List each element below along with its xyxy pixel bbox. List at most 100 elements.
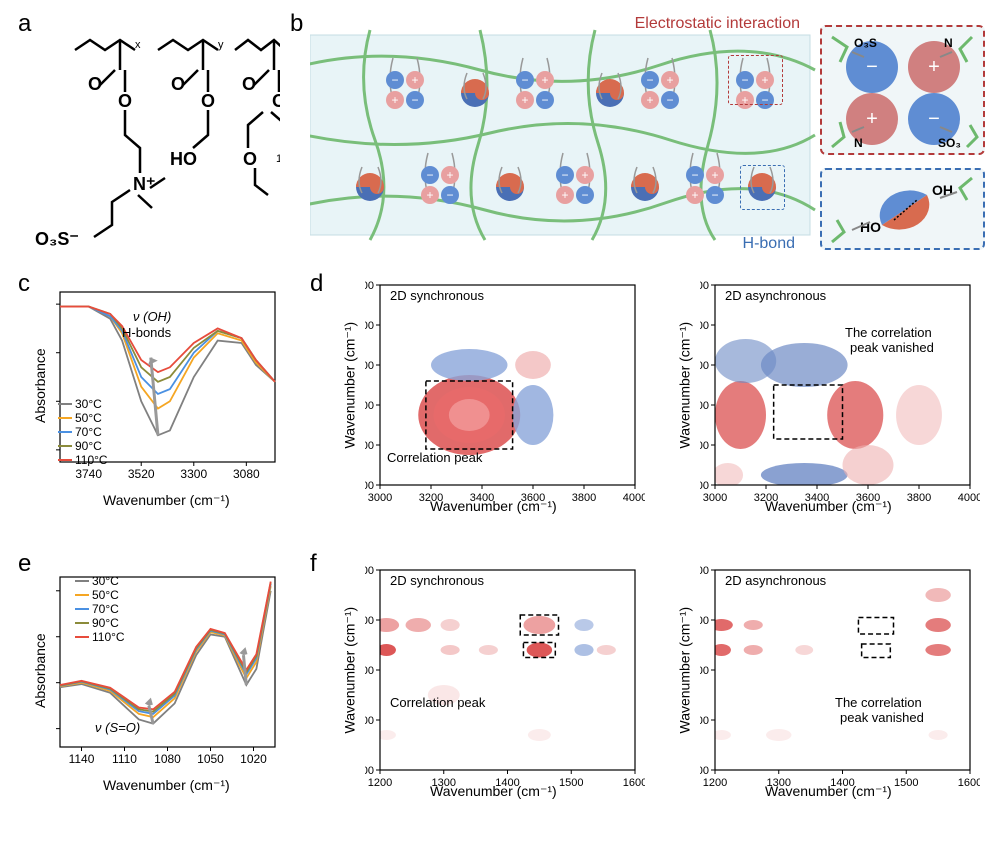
svg-text:800: 800 (365, 765, 374, 777)
f2-xlabel: Wavenumber (cm⁻¹) (765, 783, 892, 800)
e-ylabel: Absorbance (32, 628, 48, 708)
svg-text:3740: 3740 (75, 467, 102, 481)
svg-text:OH: OH (932, 182, 953, 198)
svg-text:1100: 1100 (365, 615, 374, 627)
svg-text:1080: 1080 (154, 752, 181, 766)
panel-a-chemistry: x y z O O N⁺ O₃S⁻ O O HO O O (30, 30, 280, 250)
svg-text:1200: 1200 (365, 565, 374, 577)
d2-title: 2D asynchronous (725, 288, 826, 303)
svg-text:−: − (446, 188, 453, 202)
svg-text:y: y (218, 39, 224, 51)
svg-text:4000: 4000 (623, 492, 645, 504)
heat-d1-svg: 3000320034003600380040003000320034003600… (365, 280, 645, 515)
svg-text:O: O (201, 91, 215, 111)
svg-text:+: + (446, 168, 453, 182)
svg-text:1020: 1020 (240, 752, 267, 766)
svg-text:−: − (411, 93, 418, 107)
svg-text:+: + (646, 93, 653, 107)
svg-text:−: − (521, 73, 528, 87)
svg-text:HO: HO (170, 149, 197, 169)
svg-text:1500: 1500 (559, 777, 583, 789)
d2-xlabel: Wavenumber (cm⁻¹) (765, 498, 892, 515)
svg-text:900: 900 (700, 715, 709, 727)
svg-text:−: − (391, 73, 398, 87)
svg-text:3400: 3400 (365, 400, 374, 412)
svg-text:+: + (691, 188, 698, 202)
c-xlabel: Wavenumber (cm⁻¹) (103, 492, 230, 509)
e-anno1: ν (S=O) (95, 720, 140, 735)
panel-e-chart: 114011101080105010200.70.60.50.4 Absorba… (55, 572, 280, 772)
svg-text:+: + (561, 188, 568, 202)
svg-text:3000: 3000 (368, 492, 392, 504)
f2-vanish1: The correlation (835, 695, 922, 710)
svg-text:3080: 3080 (233, 467, 260, 481)
svg-text:3800: 3800 (365, 320, 374, 332)
svg-text:+: + (581, 168, 588, 182)
svg-text:O₃S: O₃S (854, 36, 877, 50)
d2-vanish2: peak vanished (850, 340, 934, 355)
svg-text:3300: 3300 (180, 467, 207, 481)
svg-text:−: − (866, 56, 878, 78)
svg-text:3800: 3800 (907, 492, 931, 504)
svg-text:+: + (866, 108, 878, 130)
svg-text:900: 900 (365, 715, 374, 727)
f1-title: 2D synchronous (390, 573, 484, 588)
electrostatic-highlight-box (728, 55, 783, 105)
svg-text:N: N (854, 136, 863, 150)
svg-text:x: x (135, 39, 141, 51)
svg-text:O: O (171, 74, 185, 94)
svg-text:+: + (426, 188, 433, 202)
f2-ylabel: Wavenumber (cm⁻¹) (677, 594, 694, 734)
svg-text:3400: 3400 (700, 400, 709, 412)
panel-d-async: 3000320034003600380040003000320034003600… (700, 280, 980, 515)
svg-text:1200: 1200 (368, 777, 392, 789)
svg-text:1200: 1200 (703, 777, 727, 789)
hbond-label: H-bond (743, 235, 795, 253)
heat-d2-svg: 3000320034003600380040003000320034003600… (700, 280, 980, 515)
c-anno2: H-bonds (122, 325, 171, 340)
hbond-inset: OH HO (820, 168, 985, 250)
svg-text:4000: 4000 (958, 492, 980, 504)
hbond-highlight-box (740, 165, 785, 210)
svg-text:N: N (944, 36, 953, 50)
panel-c-chart: 37403520330030801.000.980.960.94 Absorba… (55, 287, 280, 487)
svg-text:4000: 4000 (700, 280, 709, 292)
f2-vanish2: peak vanished (840, 710, 924, 725)
svg-text:+: + (391, 93, 398, 107)
svg-text:3600: 3600 (700, 360, 709, 372)
d2-vanish1: The correlation (845, 325, 932, 340)
f1-ylabel: Wavenumber (cm⁻¹) (342, 594, 359, 734)
svg-text:3800: 3800 (572, 492, 596, 504)
panel-label-b: b (290, 10, 303, 38)
svg-text:O: O (242, 74, 256, 94)
svg-text:1100: 1100 (700, 615, 709, 627)
svg-text:N⁺: N⁺ (133, 174, 156, 194)
svg-text:O₃S⁻: O₃S⁻ (35, 229, 79, 249)
svg-text:1000: 1000 (365, 665, 374, 677)
d2-ylabel: Wavenumber (cm⁻¹) (677, 309, 694, 449)
panel-d-sync: 3000320034003600380040003000320034003600… (365, 280, 645, 515)
svg-text:3000: 3000 (703, 492, 727, 504)
d1-title: 2D synchronous (390, 288, 484, 303)
svg-text:HO: HO (860, 219, 881, 235)
f1-corrpeak: Correlation peak (390, 695, 485, 710)
svg-text:3000: 3000 (365, 480, 374, 492)
svg-text:800: 800 (700, 765, 709, 777)
svg-text:3200: 3200 (365, 440, 374, 452)
c-legend: 30°C50°C70°C90°C110°C (58, 397, 108, 467)
c-ylabel: Absorbance (32, 343, 48, 423)
svg-text:1050: 1050 (197, 752, 224, 766)
panel-label-e: e (18, 550, 31, 578)
panel-label-f: f (310, 550, 317, 578)
panel-b-schematic: −++−−++−−++−−++−−++−−++−−++− Electrostat… (310, 15, 985, 255)
panel-f-sync: 12001300140015001600800900100011001200 W… (365, 565, 645, 800)
d1-corrpeak: Correlation peak (387, 450, 482, 465)
svg-text:−: − (691, 168, 698, 182)
svg-text:3800: 3800 (700, 320, 709, 332)
svg-text:+: + (666, 73, 673, 87)
svg-text:O: O (272, 91, 280, 111)
svg-text:−: − (541, 93, 548, 107)
svg-text:1000: 1000 (700, 665, 709, 677)
svg-text:3000: 3000 (700, 480, 709, 492)
svg-text:−: − (581, 188, 588, 202)
